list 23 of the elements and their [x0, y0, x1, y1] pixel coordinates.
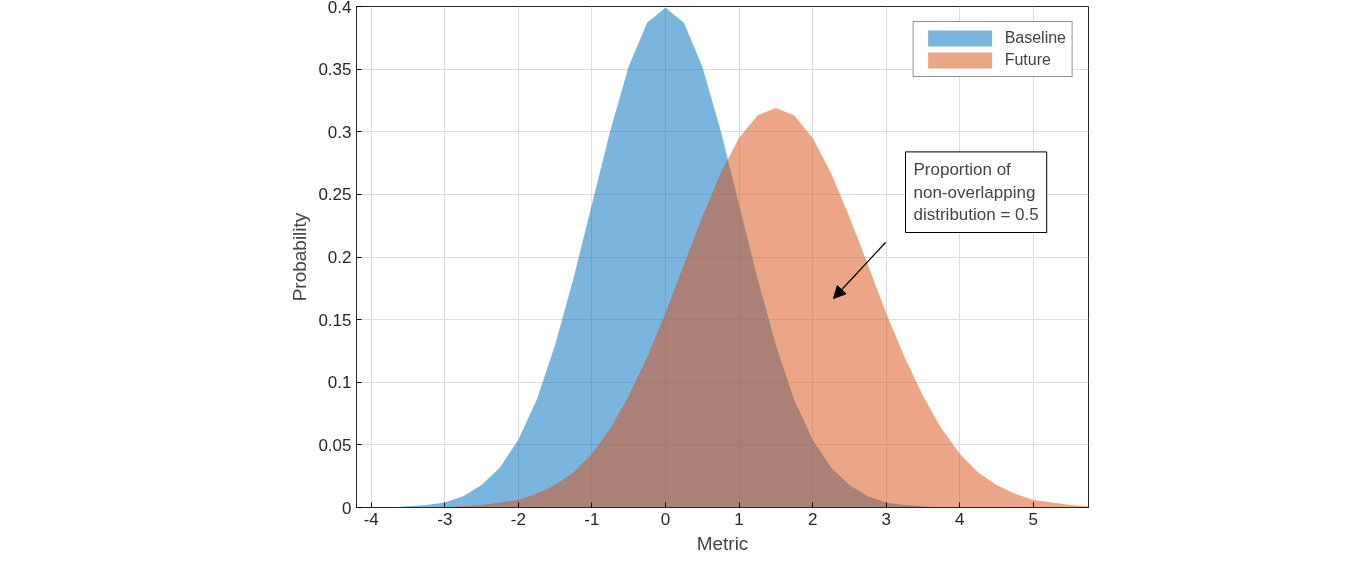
legend-label: Future	[1004, 51, 1051, 69]
x-tick-label: -3	[437, 509, 453, 529]
y-tick-label: 0.1	[327, 373, 352, 393]
y-tick-label: 0.05	[318, 435, 352, 455]
x-tick-label: 0	[660, 509, 671, 529]
x-tick-label: -4	[363, 509, 379, 529]
y-tick-label: 0.25	[318, 185, 352, 205]
x-tick-label: 5	[1028, 509, 1039, 529]
x-tick-label: 1	[734, 509, 744, 529]
y-tick-label: 0.15	[318, 310, 352, 330]
x-tick-label: 3	[881, 509, 891, 529]
x-tick-label: -2	[510, 509, 526, 529]
y-tick-label: 0.4	[327, 0, 352, 17]
x-tick-label: 4	[955, 509, 965, 529]
x-tick-label: 2	[807, 509, 818, 529]
y-tick-label: 0.2	[327, 248, 352, 267]
x-axis-title: Metric	[696, 532, 749, 554]
legend-label: Baseline	[1004, 29, 1066, 47]
x-tick-label: -1	[584, 509, 600, 529]
y-tick-label: 0.3	[327, 122, 352, 142]
y-axis-title: Probability	[289, 212, 311, 302]
annotation: Proportion of non-overlapping distribution = 0.5	[913, 159, 1039, 225]
y-tick-label: 0.35	[318, 60, 352, 80]
